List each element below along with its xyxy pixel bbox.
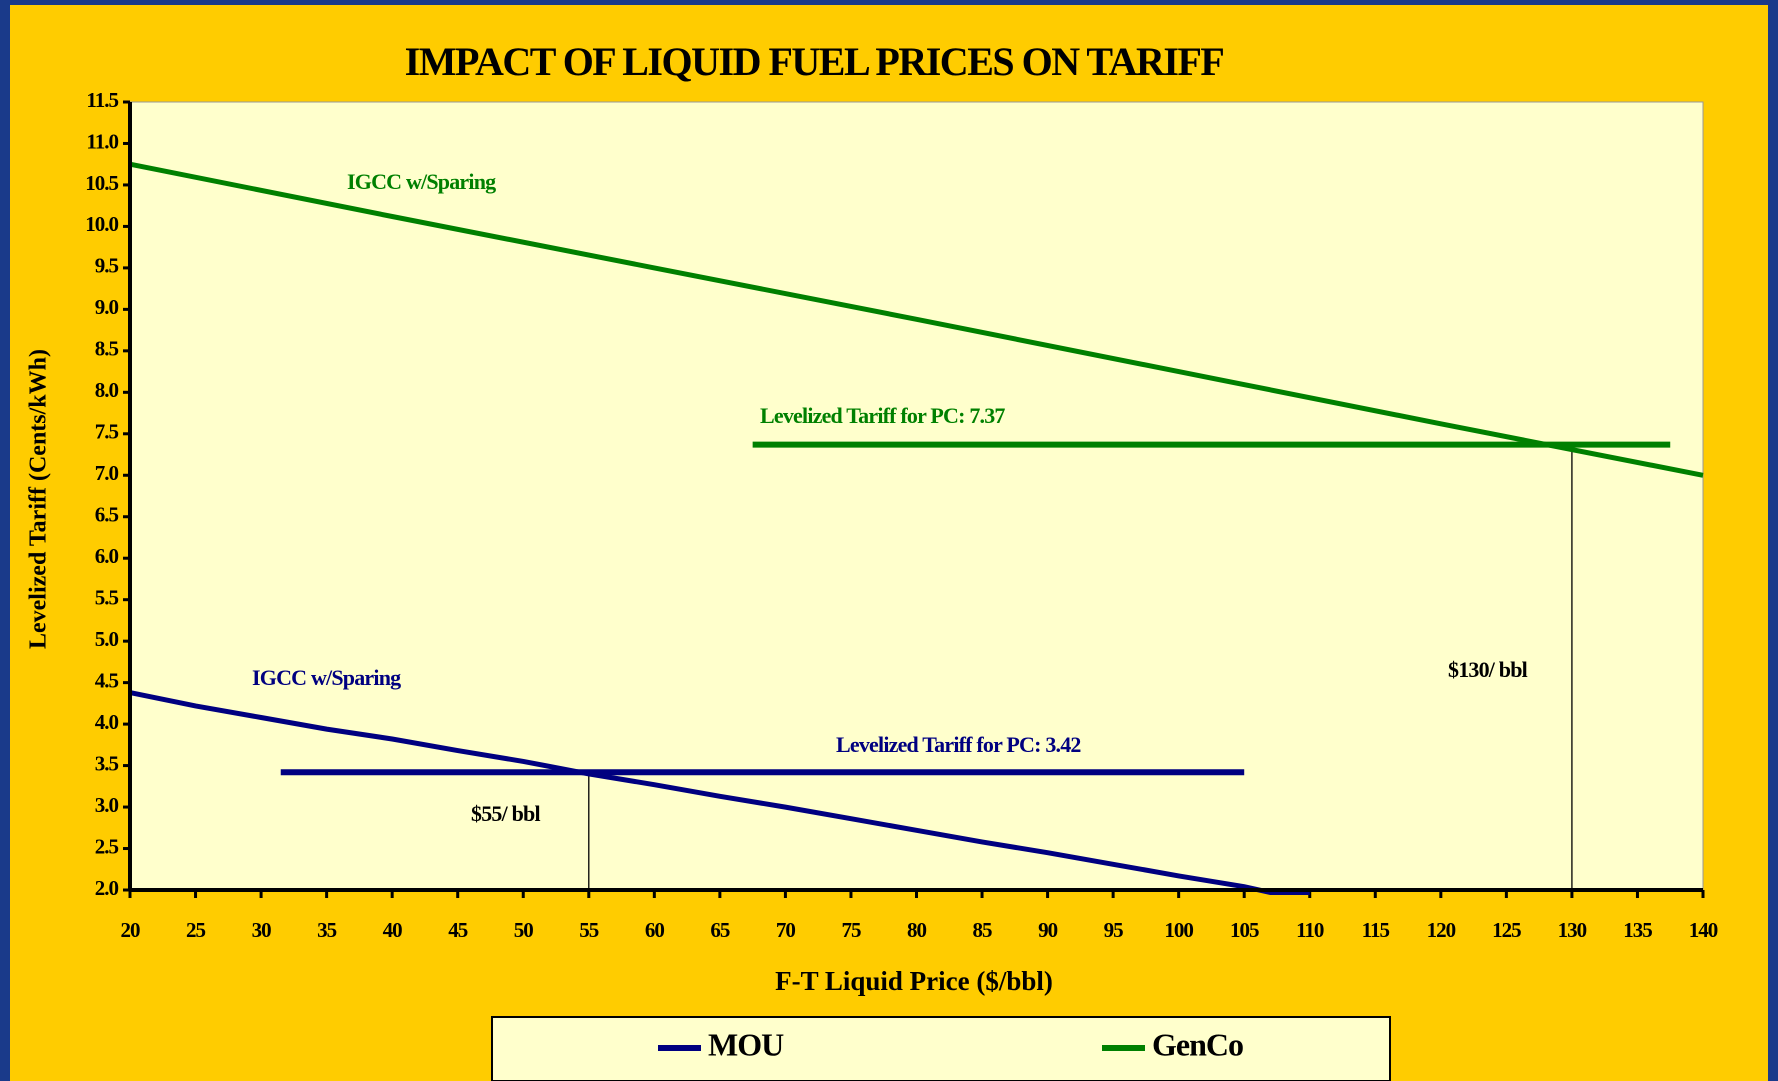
x-tick-label: 70	[776, 918, 796, 942]
legend-label: MOU	[708, 1026, 784, 1062]
x-tick-label: 60	[645, 918, 665, 942]
x-tick-label: 130	[1558, 918, 1587, 942]
x-tick-label: 90	[1038, 918, 1058, 942]
x-tick-label: 55	[579, 918, 599, 942]
y-tick-label: 4.0	[95, 710, 119, 734]
x-tick-label: 95	[1104, 918, 1124, 942]
x-tick-label: 120	[1427, 918, 1456, 942]
y-tick-label: 5.0	[95, 627, 119, 651]
x-axis-label: F-T Liquid Price ($/bbl)	[775, 966, 1053, 996]
y-tick-label: 6.5	[95, 503, 119, 527]
x-tick-label: 100	[1164, 918, 1193, 942]
y-tick-label: 4.5	[95, 668, 119, 692]
x-tick-label: 75	[841, 918, 861, 942]
legend-label: GenCo	[1152, 1026, 1243, 1062]
y-tick-label: 10.5	[85, 171, 118, 195]
x-tick-label: 20	[121, 918, 141, 942]
annotation: Levelized Tariff for PC: 3.42	[836, 732, 1081, 757]
annotation: $55/ bbl	[471, 801, 540, 826]
x-tick-label: 30	[252, 918, 272, 942]
y-tick-label: 2.0	[95, 876, 119, 900]
x-tick-label: 140	[1689, 918, 1718, 942]
y-tick-label: 3.5	[95, 751, 119, 775]
x-tick-label: 80	[907, 918, 927, 942]
x-tick-label: 35	[317, 918, 337, 942]
x-tick-label: 65	[710, 918, 730, 942]
x-tick-label: 125	[1492, 918, 1521, 942]
plot-area	[129, 101, 1704, 891]
legend	[491, 1016, 1391, 1081]
x-tick-label: 115	[1362, 918, 1390, 942]
chart-title: IMPACT OF LIQUID FUEL PRICES ON TARIFF	[405, 39, 1224, 84]
y-tick-label: 2.5	[95, 834, 119, 858]
y-axis-label: Levelized Tariff (Cents/kWh)	[26, 349, 52, 649]
series-line	[129, 690, 1310, 895]
x-tick-label: 25	[186, 918, 206, 942]
y-tick-label: 7.5	[95, 420, 119, 444]
x-tick-label: 40	[383, 918, 403, 942]
y-tick-label: 3.0	[95, 793, 119, 817]
y-tick-label: 10.0	[85, 212, 118, 236]
annotation: Levelized Tariff for PC: 7.37	[760, 403, 1005, 428]
y-tick-label: 5.5	[95, 585, 119, 609]
series-line	[129, 161, 1704, 478]
y-tick-label: 8.0	[95, 378, 119, 402]
x-tick-label: 110	[1296, 918, 1324, 942]
annotation: $130/ bbl	[1448, 657, 1528, 682]
annotation: IGCC w/Sparing	[347, 169, 496, 194]
y-tick-label: 11.5	[86, 88, 118, 112]
y-tick-label: 11.0	[86, 129, 118, 153]
x-tick-label: 50	[514, 918, 534, 942]
x-tick-label: 105	[1230, 918, 1259, 942]
annotation: IGCC w/Sparing	[252, 665, 401, 690]
y-tick-label: 9.0	[95, 295, 119, 319]
y-tick-label: 6.0	[95, 544, 119, 568]
y-tick-label: 8.5	[95, 337, 119, 361]
y-tick-label: 9.5	[95, 254, 119, 278]
x-tick-label: 85	[973, 918, 993, 942]
x-tick-label: 135	[1623, 918, 1652, 942]
x-tick-label: 45	[448, 918, 468, 942]
y-tick-label: 7.0	[95, 461, 119, 485]
